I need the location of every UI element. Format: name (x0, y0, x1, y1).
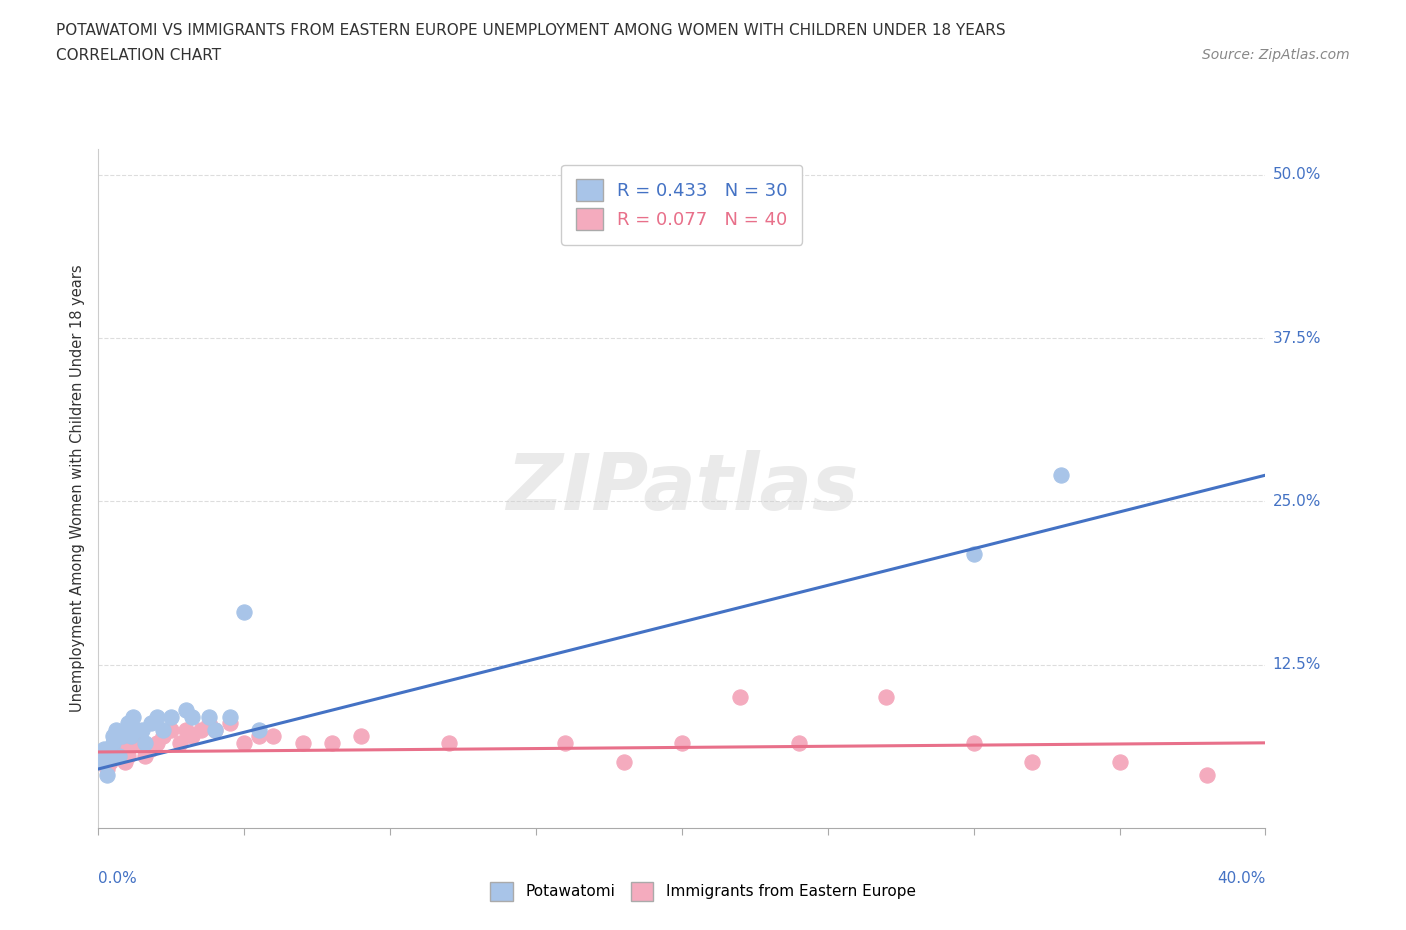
Point (612, 755, 634, 770)
Point (125, 723, 148, 737)
Point (120, 729, 142, 744)
Point (117, 749, 139, 764)
Point (598, 213, 620, 228)
Point (962, 736, 984, 751)
Point (93, 749, 115, 764)
Point (1050, 468, 1073, 483)
Point (1108, 755, 1130, 770)
Point (1021, 755, 1043, 770)
Point (146, 710, 169, 724)
Point (104, 723, 127, 737)
Point (134, 749, 156, 764)
Point (875, 690, 897, 705)
Point (96, 768, 118, 783)
Point (160, 723, 183, 737)
Point (262, 729, 284, 744)
Point (247, 723, 270, 737)
Point (90, 755, 112, 770)
Point (437, 736, 460, 751)
Point (174, 703, 197, 718)
Point (1195, 768, 1218, 783)
Point (114, 755, 136, 770)
Point (174, 723, 197, 737)
Point (198, 710, 221, 724)
Point (204, 723, 226, 737)
Point (146, 736, 169, 751)
Point (152, 729, 174, 744)
Point (101, 736, 124, 751)
Point (180, 729, 202, 744)
Point (321, 736, 343, 751)
Legend: Potawatomi, Immigrants from Eastern Europe: Potawatomi, Immigrants from Eastern Euro… (482, 874, 924, 909)
Point (190, 723, 212, 737)
Point (117, 716, 139, 731)
Point (111, 729, 134, 744)
Point (728, 690, 751, 705)
Point (198, 716, 221, 731)
Point (218, 710, 240, 724)
Point (98, 749, 121, 764)
Text: 50.0%: 50.0% (1272, 167, 1320, 182)
Point (233, 736, 256, 751)
Point (108, 749, 131, 764)
Text: POTAWATOMI VS IMMIGRANTS FROM EASTERN EUROPE UNEMPLOYMENT AMONG WOMEN WITH CHILD: POTAWATOMI VS IMMIGRANTS FROM EASTERN EU… (56, 23, 1005, 38)
Point (787, 736, 810, 751)
Text: 37.5%: 37.5% (1272, 330, 1320, 346)
Point (204, 723, 226, 737)
Text: 0.0%: 0.0% (98, 871, 138, 886)
Text: 25.0%: 25.0% (1272, 494, 1320, 509)
Point (131, 723, 153, 737)
Point (218, 716, 240, 731)
Point (671, 736, 693, 751)
Point (291, 736, 314, 751)
Point (247, 729, 270, 744)
Point (128, 736, 150, 751)
Point (101, 742, 124, 757)
Point (114, 723, 136, 737)
Point (180, 710, 202, 724)
Point (169, 736, 191, 751)
Legend: R = 0.433   N = 30, R = 0.077   N = 40: R = 0.433 N = 30, R = 0.077 N = 40 (561, 165, 803, 245)
Point (139, 716, 162, 731)
Text: 40.0%: 40.0% (1218, 871, 1265, 886)
Text: Source: ZipAtlas.com: Source: ZipAtlas.com (1202, 48, 1350, 62)
Point (122, 736, 145, 751)
Point (152, 723, 174, 737)
Point (554, 736, 576, 751)
Point (96, 762, 118, 777)
Point (104, 749, 127, 764)
Point (122, 710, 145, 724)
Point (101, 729, 124, 744)
Point (98, 755, 121, 770)
Point (111, 742, 134, 757)
Point (108, 736, 131, 751)
Text: ZIPatlas: ZIPatlas (506, 450, 858, 526)
Point (233, 604, 256, 619)
Point (160, 710, 183, 724)
Point (134, 736, 156, 751)
Y-axis label: Unemployment Among Women with Children Under 18 years: Unemployment Among Women with Children U… (70, 264, 86, 712)
Point (93, 742, 115, 757)
Point (139, 742, 162, 757)
Point (962, 546, 984, 561)
Point (350, 729, 373, 744)
Text: 12.5%: 12.5% (1272, 657, 1320, 672)
Text: CORRELATION CHART: CORRELATION CHART (56, 48, 221, 63)
